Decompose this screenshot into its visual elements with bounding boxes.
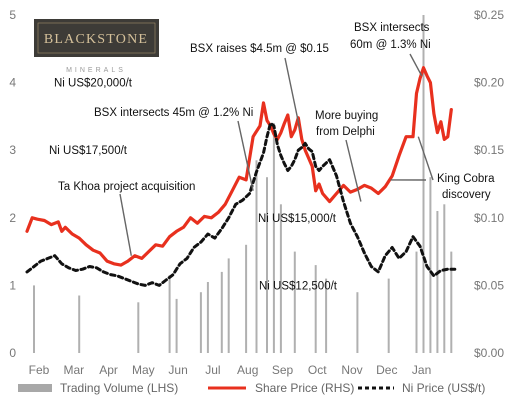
- annotation-bsx-60m-line-2: 60m @ 1.3% Ni: [350, 39, 431, 51]
- annotation-bsx-60m-line-1: BSX intersects: [354, 22, 430, 34]
- annotations: [120, 54, 433, 256]
- volume-bar: [266, 177, 268, 353]
- annotation-arrow: [120, 194, 131, 256]
- volume-bar: [78, 296, 80, 354]
- legend-label-ni-price: Ni Price (US$/t): [402, 381, 485, 395]
- annotation-delphi-line-2: from Delphi: [316, 126, 375, 138]
- volume-bar: [423, 15, 425, 353]
- y-right-tick-label: $0.25: [474, 8, 504, 22]
- y-left-tick-label: 3: [9, 143, 16, 157]
- y-left-tick-label: 2: [9, 211, 16, 225]
- ni-level-label: Ni US$15,000/t: [258, 213, 337, 225]
- annotation-ta-khoa: Ta Khoa project acquisition: [58, 181, 195, 193]
- volume-bar: [443, 204, 445, 353]
- y-left-tick-label: 1: [9, 278, 16, 292]
- annotation-arrow: [418, 137, 433, 180]
- volume-bar: [176, 299, 178, 353]
- x-month-label: Jun: [168, 363, 187, 377]
- legend-label-share-price: Share Price (RHS): [255, 381, 354, 395]
- volume-bar: [388, 279, 390, 353]
- ni-level-label: Ni US$12,500/t: [259, 280, 338, 292]
- volume-bar: [450, 252, 452, 353]
- annotation-king-cobra-line-1: King Cobra: [437, 173, 495, 185]
- x-month-label: Apr: [99, 363, 118, 377]
- legend: Trading Volume (LHS) Share Price (RHS) N…: [18, 381, 485, 395]
- x-month-label: Sep: [272, 363, 294, 377]
- logo: BLACKSTONE MINERALS: [34, 19, 159, 74]
- annotation-arrow: [410, 54, 422, 76]
- ni-level-label: Ni US$20,000/t: [54, 78, 133, 90]
- volume-bar: [245, 245, 247, 353]
- y-right-tick-label: $0.10: [474, 211, 504, 225]
- annotation-king-cobra-line-2: discovery: [442, 189, 491, 201]
- logo-subtitle: MINERALS: [66, 67, 126, 74]
- volume-bar: [256, 160, 258, 353]
- volume-bar: [294, 252, 296, 353]
- volume-bar: [315, 265, 317, 353]
- volume-bar: [221, 272, 223, 353]
- x-month-label: Jul: [205, 363, 220, 377]
- logo-name: BLACKSTONE: [44, 32, 148, 47]
- x-month-label: Aug: [237, 363, 258, 377]
- y-left-tick-label: 0: [9, 346, 16, 360]
- y-left-tick-label: 4: [9, 76, 16, 90]
- volume-bar: [436, 211, 438, 353]
- volume-bar: [207, 282, 209, 353]
- volume-bar: [33, 285, 35, 353]
- x-month-label: Mar: [63, 363, 84, 377]
- volume-bar: [137, 302, 139, 353]
- y-left-tick-label: 5: [9, 8, 16, 22]
- x-month-label: Oct: [308, 363, 327, 377]
- legend-label-volume: Trading Volume (LHS): [60, 381, 178, 395]
- volume-bar: [169, 275, 171, 353]
- volume-bar: [356, 292, 358, 353]
- volume-bar: [429, 177, 431, 353]
- annotation-delphi-line-1: More buying: [315, 110, 378, 122]
- series-lines: [27, 68, 455, 286]
- volume-bar: [416, 252, 418, 353]
- ni-level-label: Ni US$17,500/t: [49, 145, 128, 157]
- x-month-label: Dec: [376, 363, 397, 377]
- volume-bar: [200, 292, 202, 353]
- volume-bar: [273, 123, 275, 353]
- x-month-label: May: [132, 363, 155, 377]
- x-month-label: Feb: [29, 363, 50, 377]
- x-month-label: Nov: [341, 363, 362, 377]
- y-right-tick-label: $0.05: [474, 278, 504, 292]
- legend-swatch-volume: [18, 384, 52, 392]
- annotation-bsx-45m: BSX intersects 45m @ 1.2% Ni: [94, 107, 253, 119]
- y-right-tick-label: $0.20: [474, 76, 504, 90]
- volume-bar: [280, 204, 282, 353]
- x-month-label: Jan: [412, 363, 431, 377]
- y-right-tick-label: $0.00: [474, 346, 504, 360]
- annotation-bsx-raises: BSX raises $4.5m @ $0.15: [190, 43, 329, 55]
- volume-bar: [228, 258, 230, 353]
- share-price-line: [27, 68, 451, 265]
- y-right-tick-label: $0.15: [474, 143, 504, 157]
